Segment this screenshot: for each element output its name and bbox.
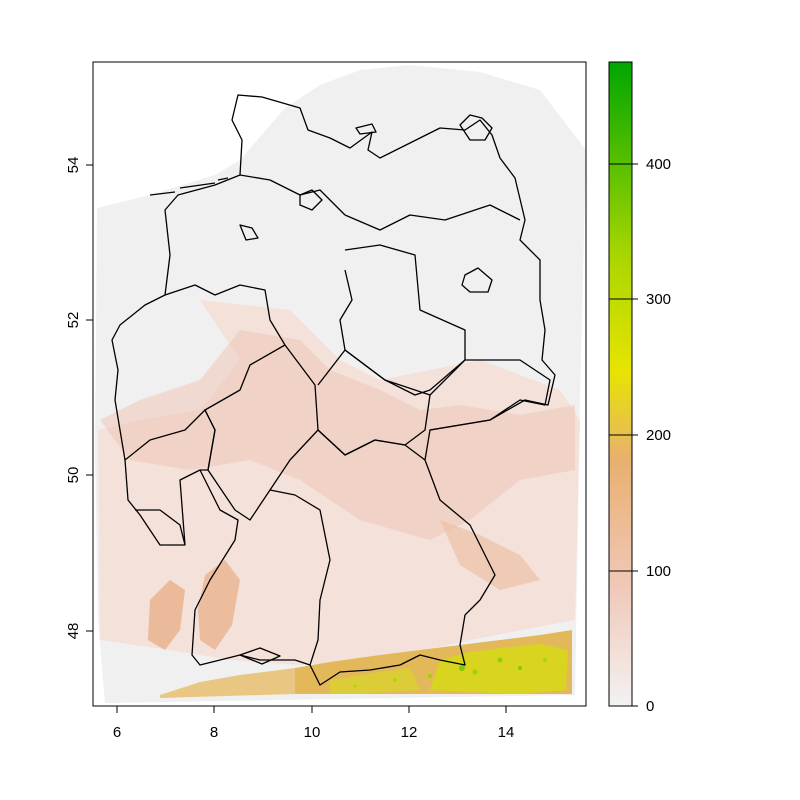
legend-colorbar xyxy=(608,61,633,707)
y-tick-label: 54 xyxy=(65,157,82,174)
y-tick-label: 52 xyxy=(65,312,82,329)
border-rp xyxy=(124,409,216,471)
border-by-bw xyxy=(269,489,331,666)
hamburg-outline xyxy=(299,189,323,211)
x-tick-label: 6 xyxy=(113,724,121,741)
bremen-outline xyxy=(239,224,259,241)
legend-tick-label: 200 xyxy=(646,427,671,444)
border-ni-nw xyxy=(164,284,286,346)
y-tick-label: 50 xyxy=(65,467,82,484)
raster-alpine-peaks xyxy=(330,644,568,694)
legend-tick-label: 300 xyxy=(646,291,671,308)
border-by-north xyxy=(317,429,426,461)
x-tick-label: 14 xyxy=(498,724,515,741)
raster-zone-alps-west xyxy=(160,668,295,698)
state-boundaries xyxy=(111,94,556,686)
legend-tick-label: 100 xyxy=(646,563,671,580)
border-saarland xyxy=(135,509,186,546)
lake-constance xyxy=(239,647,281,665)
border-sn xyxy=(429,359,551,431)
berlin-outline xyxy=(461,267,493,293)
legend-tick-label: 400 xyxy=(646,156,671,173)
frisian-islands xyxy=(149,177,229,196)
x-tick-label: 10 xyxy=(304,724,321,741)
legend-tick-label: 0 xyxy=(646,698,654,715)
raster-zone-bavarian-forest xyxy=(440,520,540,590)
germany-outline xyxy=(111,94,556,686)
y-axis xyxy=(86,164,93,632)
x-axis xyxy=(116,706,507,713)
plot-frame xyxy=(92,61,587,707)
raster-zone-low-hills xyxy=(100,330,575,540)
border-he xyxy=(204,344,319,521)
legend-ticks xyxy=(609,163,638,707)
fehmarn-island xyxy=(355,123,377,135)
border-mv-bb xyxy=(344,204,521,231)
border-st xyxy=(339,244,466,396)
ruegen-island xyxy=(459,114,493,141)
y-tick-label: 48 xyxy=(65,623,82,640)
raster-zone-vosges xyxy=(148,580,185,650)
raster-layer xyxy=(95,65,586,703)
x-tick-label: 8 xyxy=(210,724,218,741)
x-tick-label: 12 xyxy=(401,724,418,741)
